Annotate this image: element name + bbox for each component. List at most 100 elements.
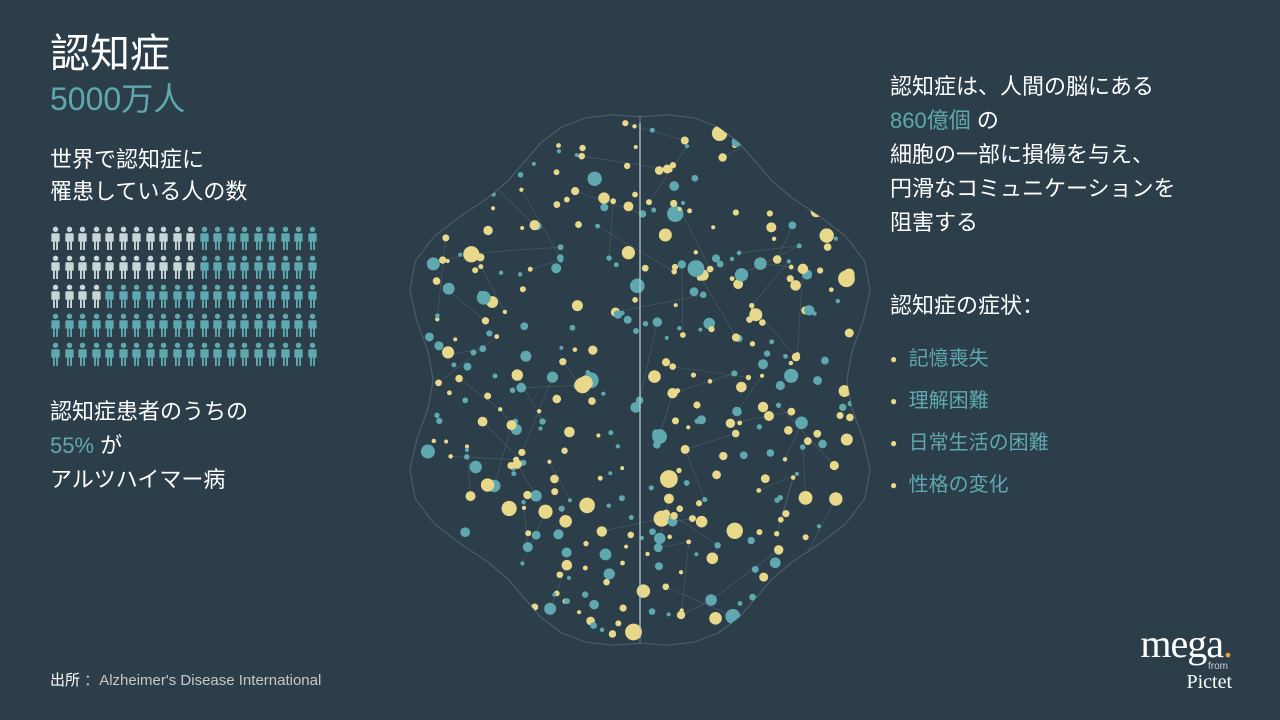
person-icon: [212, 313, 223, 338]
sub2-line3: アルツハイマー病: [50, 467, 225, 492]
person-icon: [226, 255, 237, 280]
source-label: 出所: [50, 672, 80, 689]
person-icon: [239, 226, 250, 251]
person-icon: [50, 255, 61, 280]
person-icon: [145, 342, 156, 367]
para-l1: 認知症は、人間の脳にある: [890, 74, 1154, 99]
person-icon: [307, 255, 318, 280]
person-icon: [199, 313, 210, 338]
brain-illustration: [380, 90, 900, 650]
person-icon: [158, 284, 169, 309]
person-icon: [145, 284, 156, 309]
people-pictogram: [50, 226, 370, 367]
person-icon: [64, 255, 75, 280]
person-icon: [172, 255, 183, 280]
people-row: [50, 313, 370, 338]
person-icon: [77, 342, 88, 367]
person-icon: [280, 342, 291, 367]
source-text: Alzheimer's Disease International: [99, 672, 321, 689]
person-icon: [185, 342, 196, 367]
person-icon: [239, 313, 250, 338]
person-icon: [212, 255, 223, 280]
person-icon: [145, 313, 156, 338]
logo: mega. from Pictet: [1140, 624, 1232, 692]
alzheimer-stat: 認知症患者のうちの 55% が アルツハイマー病: [50, 395, 370, 497]
person-icon: [293, 284, 304, 309]
person-icon: [239, 342, 250, 367]
symptom-item: 性格の変化: [890, 464, 1230, 506]
person-icon: [226, 313, 237, 338]
person-icon: [91, 226, 102, 251]
person-icon: [91, 284, 102, 309]
para-l4: 円滑なコミュニケーションを: [890, 176, 1176, 201]
person-icon: [253, 226, 264, 251]
person-icon: [199, 284, 210, 309]
person-icon: [104, 342, 115, 367]
person-icon: [212, 284, 223, 309]
brain-svg: [380, 90, 900, 650]
person-icon: [131, 342, 142, 367]
person-icon: [131, 255, 142, 280]
person-icon: [145, 226, 156, 251]
person-icon: [91, 342, 102, 367]
person-icon: [185, 284, 196, 309]
person-icon: [307, 284, 318, 309]
page-title: 認知症: [50, 30, 370, 78]
person-icon: [158, 226, 169, 251]
person-icon: [212, 226, 223, 251]
person-icon: [91, 313, 102, 338]
slide: 認知症 5000万人 世界で認知症に 罹患している人の数 認知症患者のうちの 5…: [0, 0, 1280, 720]
person-icon: [253, 284, 264, 309]
person-icon: [172, 284, 183, 309]
person-icon: [185, 226, 196, 251]
person-icon: [104, 226, 115, 251]
subheading-worldwide: 世界で認知症に 罹患している人の数: [50, 144, 370, 208]
person-icon: [185, 255, 196, 280]
person-icon: [50, 313, 61, 338]
person-icon: [253, 313, 264, 338]
symptom-item: 日常生活の困難: [890, 422, 1230, 464]
people-row: [50, 284, 370, 309]
logo-pictet: Pictet: [1140, 672, 1232, 692]
source-citation: 出所 ：Alzheimer's Disease International: [50, 669, 321, 690]
para-stat: 860億個: [890, 108, 971, 133]
symptom-item: 記憶喪失: [890, 338, 1230, 380]
para-l5: 阻害する: [890, 210, 978, 235]
person-icon: [280, 284, 291, 309]
person-icon: [158, 255, 169, 280]
person-icon: [77, 284, 88, 309]
person-icon: [91, 255, 102, 280]
people-row: [50, 226, 370, 251]
person-icon: [212, 342, 223, 367]
person-icon: [118, 313, 129, 338]
symptom-item: 理解困難: [890, 380, 1230, 422]
symptoms-list: 記憶喪失理解困難日常生活の困難性格の変化: [890, 338, 1230, 506]
person-icon: [172, 342, 183, 367]
person-icon: [199, 255, 210, 280]
person-icon: [293, 313, 304, 338]
person-icon: [239, 284, 250, 309]
logo-dot: .: [1223, 621, 1232, 666]
person-icon: [131, 313, 142, 338]
people-row: [50, 255, 370, 280]
person-icon: [77, 226, 88, 251]
person-icon: [118, 226, 129, 251]
left-column: 認知症 5000万人 世界で認知症に 罹患している人の数 認知症患者のうちの 5…: [50, 30, 370, 497]
brain-cells-para: 認知症は、人間の脳にある 860億個 の 細胞の一部に損傷を与え、 円滑なコミュ…: [890, 70, 1230, 240]
person-icon: [280, 255, 291, 280]
person-icon: [172, 226, 183, 251]
person-icon: [266, 226, 277, 251]
person-icon: [64, 342, 75, 367]
person-icon: [77, 313, 88, 338]
person-icon: [131, 226, 142, 251]
person-icon: [253, 342, 264, 367]
person-icon: [50, 342, 61, 367]
person-icon: [293, 255, 304, 280]
logo-mega: mega.: [1140, 621, 1232, 666]
person-icon: [199, 226, 210, 251]
person-icon: [253, 255, 264, 280]
symptoms-title: 認知症の症状：: [890, 288, 1230, 320]
person-icon: [104, 255, 115, 280]
stat-50m: 5000万人: [50, 80, 370, 118]
person-icon: [266, 255, 277, 280]
